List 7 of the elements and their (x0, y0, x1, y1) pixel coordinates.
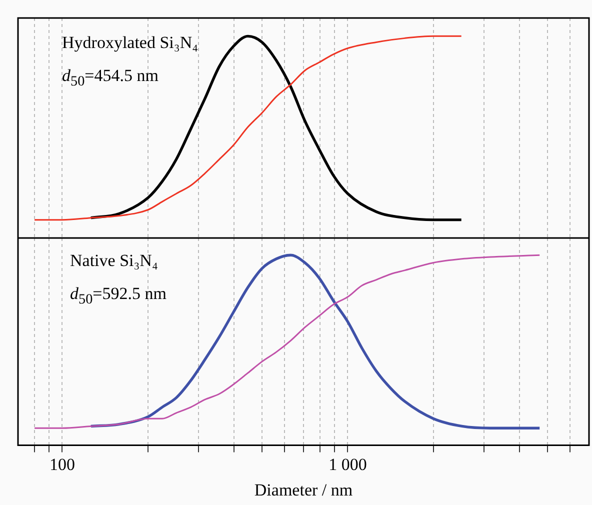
x-tick-label: 100 (49, 454, 75, 474)
annotation: Native Si₃N₄ (70, 251, 158, 270)
annotation: d$_{50}$=592.5 nm (70, 284, 166, 308)
annotation: d$_{50}$=454.5 nm (62, 66, 158, 90)
x-axis-title: Diameter / nm (254, 480, 353, 500)
x-tick-label: 1 000 (328, 454, 367, 474)
annotation: Hydroxylated Si₃N₄ (62, 33, 198, 52)
